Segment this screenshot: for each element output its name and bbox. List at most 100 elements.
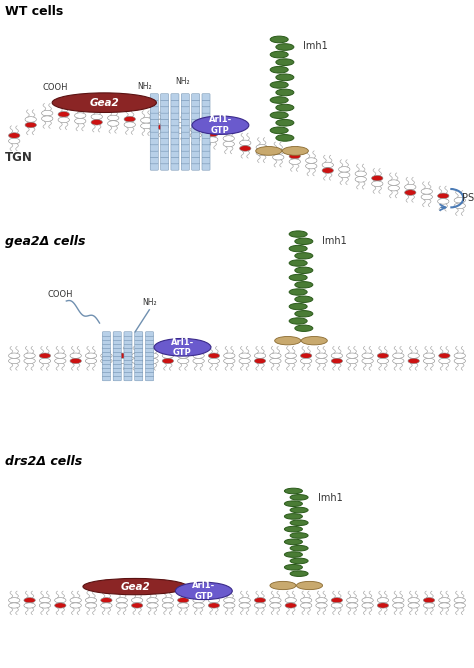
FancyBboxPatch shape	[171, 144, 179, 151]
FancyBboxPatch shape	[150, 132, 158, 138]
Ellipse shape	[284, 488, 302, 494]
Text: Imh1: Imh1	[303, 41, 328, 51]
Circle shape	[285, 358, 296, 363]
Circle shape	[173, 128, 185, 134]
Ellipse shape	[276, 134, 294, 141]
FancyBboxPatch shape	[171, 119, 179, 126]
Circle shape	[131, 353, 143, 358]
FancyBboxPatch shape	[202, 119, 210, 126]
Ellipse shape	[270, 581, 296, 590]
FancyBboxPatch shape	[150, 138, 158, 145]
Circle shape	[355, 176, 366, 182]
FancyBboxPatch shape	[102, 376, 110, 381]
Circle shape	[162, 358, 173, 363]
Text: NH₂: NH₂	[137, 82, 152, 91]
Circle shape	[74, 118, 86, 124]
FancyBboxPatch shape	[135, 332, 143, 337]
FancyBboxPatch shape	[135, 368, 143, 373]
Circle shape	[24, 358, 35, 363]
Ellipse shape	[270, 66, 288, 73]
Circle shape	[362, 603, 374, 608]
Circle shape	[190, 132, 201, 138]
FancyBboxPatch shape	[135, 364, 143, 369]
FancyBboxPatch shape	[202, 126, 210, 132]
Circle shape	[273, 154, 284, 160]
Circle shape	[178, 603, 189, 608]
Circle shape	[116, 598, 128, 603]
Circle shape	[408, 353, 419, 358]
FancyBboxPatch shape	[113, 336, 121, 341]
Ellipse shape	[276, 104, 294, 111]
FancyBboxPatch shape	[181, 151, 189, 158]
Ellipse shape	[284, 501, 302, 506]
FancyBboxPatch shape	[202, 100, 210, 107]
Circle shape	[285, 353, 296, 358]
FancyBboxPatch shape	[150, 106, 158, 113]
FancyBboxPatch shape	[102, 340, 110, 345]
FancyBboxPatch shape	[146, 372, 154, 377]
FancyBboxPatch shape	[124, 336, 132, 341]
FancyBboxPatch shape	[161, 126, 169, 132]
Text: Gea2: Gea2	[120, 582, 150, 592]
Ellipse shape	[289, 303, 307, 310]
Circle shape	[100, 353, 112, 358]
FancyBboxPatch shape	[191, 144, 200, 151]
FancyBboxPatch shape	[202, 94, 210, 100]
FancyBboxPatch shape	[135, 360, 143, 365]
Circle shape	[421, 194, 432, 200]
Ellipse shape	[289, 275, 307, 281]
Circle shape	[39, 358, 51, 363]
Circle shape	[322, 162, 333, 168]
Circle shape	[224, 603, 235, 608]
Ellipse shape	[270, 97, 288, 104]
Ellipse shape	[290, 532, 308, 538]
FancyBboxPatch shape	[181, 106, 189, 113]
Ellipse shape	[192, 116, 249, 134]
Circle shape	[193, 353, 204, 358]
Ellipse shape	[83, 578, 187, 595]
FancyBboxPatch shape	[202, 106, 210, 113]
Circle shape	[273, 149, 284, 154]
FancyBboxPatch shape	[146, 360, 154, 365]
FancyBboxPatch shape	[171, 100, 179, 107]
Circle shape	[131, 598, 143, 603]
Ellipse shape	[290, 571, 308, 576]
FancyBboxPatch shape	[150, 151, 158, 158]
Circle shape	[454, 358, 465, 363]
FancyBboxPatch shape	[171, 126, 179, 132]
Circle shape	[421, 188, 432, 194]
Circle shape	[454, 198, 465, 203]
Ellipse shape	[276, 43, 294, 50]
Circle shape	[239, 358, 250, 363]
Circle shape	[392, 598, 404, 603]
Circle shape	[377, 598, 389, 603]
FancyBboxPatch shape	[191, 132, 200, 138]
FancyBboxPatch shape	[124, 356, 132, 361]
Ellipse shape	[154, 339, 211, 356]
Text: Arl1-
GTP: Arl1- GTP	[171, 337, 194, 357]
FancyBboxPatch shape	[181, 126, 189, 132]
FancyBboxPatch shape	[113, 368, 121, 373]
FancyBboxPatch shape	[113, 348, 121, 353]
Circle shape	[58, 117, 69, 123]
Ellipse shape	[284, 564, 302, 570]
Ellipse shape	[290, 545, 308, 551]
FancyBboxPatch shape	[150, 126, 158, 132]
FancyBboxPatch shape	[124, 332, 132, 337]
FancyBboxPatch shape	[181, 119, 189, 126]
Circle shape	[306, 158, 317, 163]
Circle shape	[270, 603, 281, 608]
Circle shape	[239, 353, 250, 358]
FancyBboxPatch shape	[113, 376, 121, 381]
Ellipse shape	[296, 581, 322, 590]
FancyBboxPatch shape	[102, 356, 110, 361]
Ellipse shape	[284, 552, 302, 557]
FancyBboxPatch shape	[181, 132, 189, 138]
FancyBboxPatch shape	[124, 376, 132, 381]
FancyBboxPatch shape	[161, 157, 169, 164]
FancyBboxPatch shape	[135, 372, 143, 377]
Circle shape	[423, 603, 435, 608]
Ellipse shape	[289, 231, 307, 237]
FancyBboxPatch shape	[150, 164, 158, 170]
Circle shape	[392, 358, 404, 363]
